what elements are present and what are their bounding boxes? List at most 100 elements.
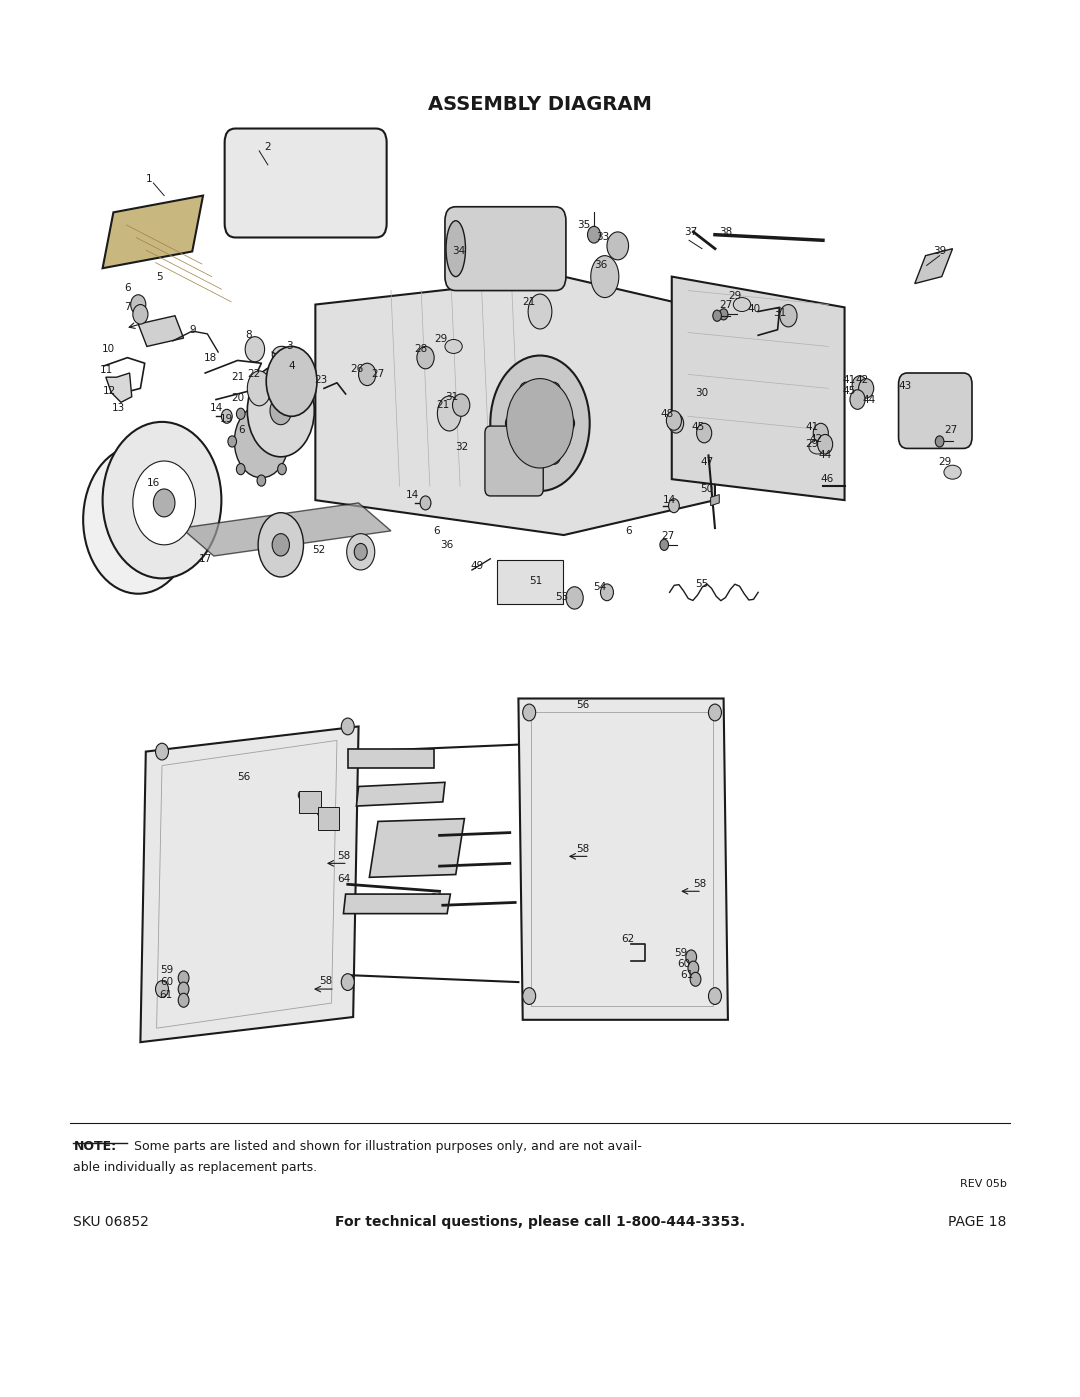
Text: 65: 65 xyxy=(315,807,328,819)
Polygon shape xyxy=(138,316,184,346)
Circle shape xyxy=(548,447,561,464)
Circle shape xyxy=(237,408,245,419)
Text: 21: 21 xyxy=(231,372,244,383)
Text: 36: 36 xyxy=(441,539,454,550)
FancyBboxPatch shape xyxy=(497,560,563,604)
Ellipse shape xyxy=(272,346,294,366)
Circle shape xyxy=(270,397,292,425)
Text: 37: 37 xyxy=(685,226,698,237)
Text: 19: 19 xyxy=(220,414,233,425)
Polygon shape xyxy=(672,277,845,500)
Circle shape xyxy=(280,390,293,407)
Text: 54: 54 xyxy=(593,581,606,592)
Ellipse shape xyxy=(507,379,573,468)
Text: 48: 48 xyxy=(661,408,674,419)
Circle shape xyxy=(278,464,286,475)
Text: 64: 64 xyxy=(430,893,443,904)
Ellipse shape xyxy=(234,405,288,478)
Text: 50: 50 xyxy=(700,483,713,495)
Text: 56: 56 xyxy=(577,700,590,711)
Circle shape xyxy=(548,383,561,400)
Text: able individually as replacement parts.: able individually as replacement parts. xyxy=(73,1161,318,1173)
Text: 58: 58 xyxy=(577,844,590,855)
Text: 56: 56 xyxy=(238,771,251,782)
Text: 9: 9 xyxy=(189,324,195,335)
Circle shape xyxy=(697,423,712,443)
Text: 11: 11 xyxy=(100,365,113,376)
Polygon shape xyxy=(356,782,445,806)
Text: 29: 29 xyxy=(434,334,447,345)
Text: 27: 27 xyxy=(372,369,384,380)
Text: 17: 17 xyxy=(199,553,212,564)
Polygon shape xyxy=(369,819,464,877)
Text: PAGE 18: PAGE 18 xyxy=(948,1215,1007,1229)
Text: 33: 33 xyxy=(596,232,609,243)
Text: 20: 20 xyxy=(231,393,244,404)
Text: 29: 29 xyxy=(939,457,951,468)
Text: 27: 27 xyxy=(944,425,957,436)
Text: 14: 14 xyxy=(663,495,676,506)
Text: 1: 1 xyxy=(146,173,152,184)
Circle shape xyxy=(245,337,265,362)
Circle shape xyxy=(153,489,175,517)
Text: Some parts are listed and shown for illustration purposes only, and are not avai: Some parts are listed and shown for illu… xyxy=(130,1140,642,1153)
Text: 34: 34 xyxy=(453,246,465,257)
Text: NOTE:: NOTE: xyxy=(73,1140,117,1153)
Text: 29: 29 xyxy=(806,439,819,450)
Text: 60: 60 xyxy=(160,977,173,988)
Text: 6: 6 xyxy=(433,525,440,536)
Circle shape xyxy=(660,539,669,550)
Text: 49: 49 xyxy=(471,560,484,571)
Circle shape xyxy=(588,226,600,243)
Circle shape xyxy=(178,971,189,985)
Text: 59: 59 xyxy=(160,964,173,975)
Circle shape xyxy=(690,972,701,986)
Text: 12: 12 xyxy=(103,386,116,397)
Circle shape xyxy=(257,475,266,486)
Text: 4: 4 xyxy=(288,360,295,372)
FancyBboxPatch shape xyxy=(899,373,972,448)
Text: 61: 61 xyxy=(680,970,693,981)
Text: 13: 13 xyxy=(112,402,125,414)
Text: 7: 7 xyxy=(124,302,131,313)
Circle shape xyxy=(178,982,189,996)
Ellipse shape xyxy=(490,356,590,492)
Text: 41: 41 xyxy=(842,374,855,386)
Text: 63: 63 xyxy=(427,855,440,866)
Ellipse shape xyxy=(733,298,751,312)
Text: 27: 27 xyxy=(661,531,674,542)
Polygon shape xyxy=(915,249,953,284)
Circle shape xyxy=(935,436,944,447)
Text: 66: 66 xyxy=(318,817,330,828)
Circle shape xyxy=(566,587,583,609)
Text: 2: 2 xyxy=(265,141,271,152)
Circle shape xyxy=(278,408,286,419)
Circle shape xyxy=(417,346,434,369)
Circle shape xyxy=(341,718,354,735)
Ellipse shape xyxy=(446,221,465,277)
Circle shape xyxy=(228,436,237,447)
Circle shape xyxy=(859,379,874,398)
Polygon shape xyxy=(103,196,203,268)
Text: 65: 65 xyxy=(296,791,309,802)
Text: ASSEMBLY DIAGRAM: ASSEMBLY DIAGRAM xyxy=(428,95,652,115)
Circle shape xyxy=(257,397,266,408)
Polygon shape xyxy=(343,894,450,914)
Text: 61: 61 xyxy=(160,989,173,1000)
Text: 6: 6 xyxy=(239,425,245,436)
Polygon shape xyxy=(315,277,715,535)
Circle shape xyxy=(341,974,354,990)
Ellipse shape xyxy=(445,339,462,353)
FancyBboxPatch shape xyxy=(299,791,321,813)
Text: 30: 30 xyxy=(696,387,708,398)
Text: 43: 43 xyxy=(899,380,912,391)
Circle shape xyxy=(813,423,828,443)
Polygon shape xyxy=(711,495,719,506)
Circle shape xyxy=(133,305,148,324)
FancyBboxPatch shape xyxy=(445,207,566,291)
Text: 39: 39 xyxy=(933,246,946,257)
Ellipse shape xyxy=(944,465,961,479)
Text: 58: 58 xyxy=(693,879,706,890)
Text: 40: 40 xyxy=(747,303,760,314)
Polygon shape xyxy=(348,749,434,768)
